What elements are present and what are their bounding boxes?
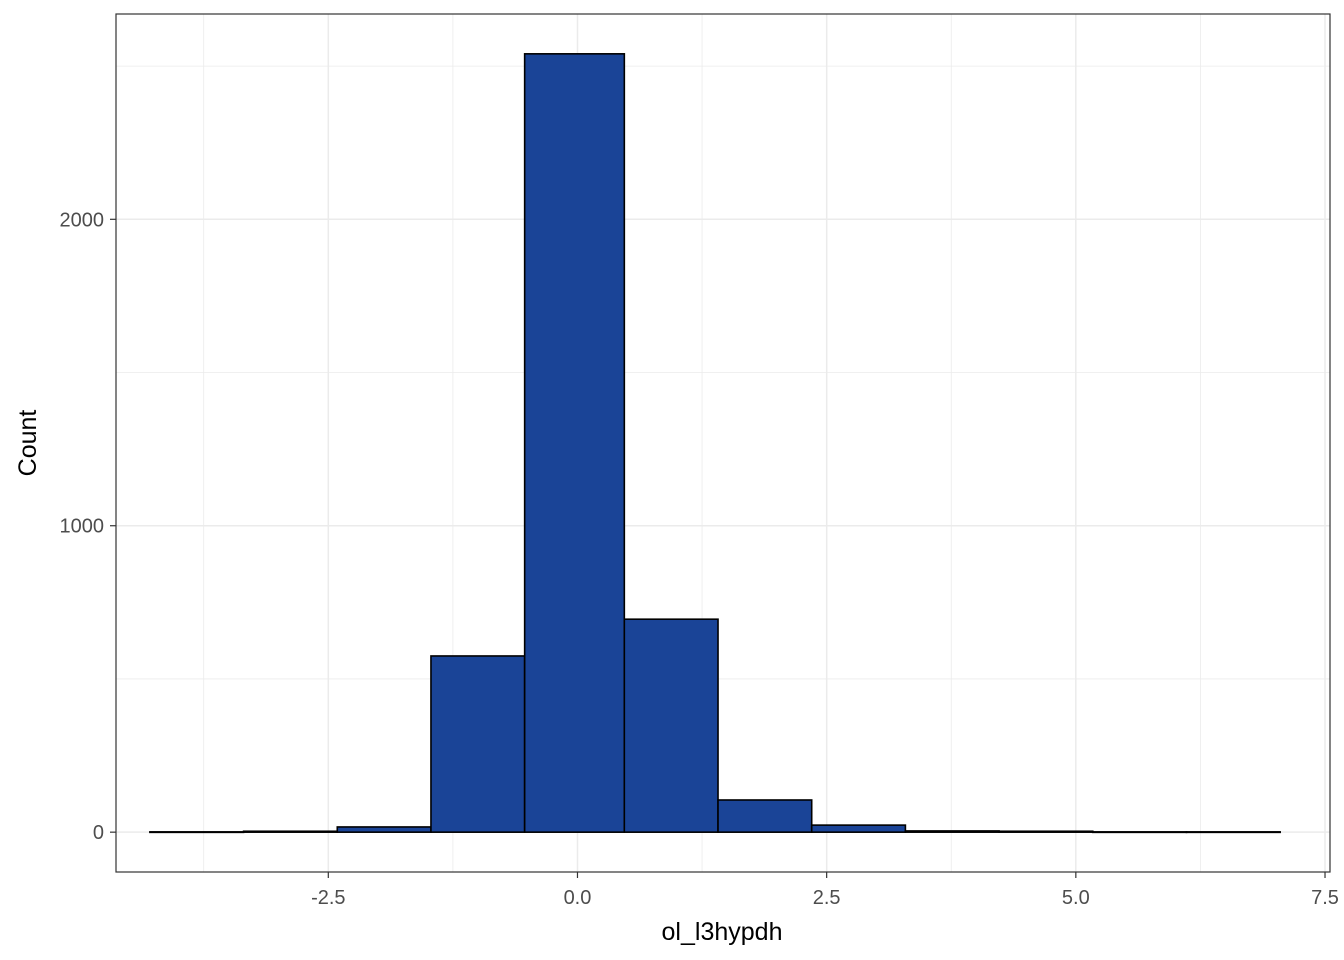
x-tick-label: 7.5 [1311, 887, 1339, 909]
histogram-bar [1185, 831, 1281, 834]
histogram-bar [523, 53, 626, 833]
histogram-bar [242, 830, 339, 833]
x-tick-label: 2.5 [813, 887, 841, 909]
histogram-bar [810, 824, 907, 833]
x-tick-label: 0.0 [564, 887, 592, 909]
histogram-bar [430, 655, 526, 833]
y-tick-label: 2000 [60, 209, 105, 231]
y-tick-label: 1000 [60, 516, 105, 538]
y-axis-title: Count [14, 410, 42, 477]
histogram-bar [717, 799, 813, 833]
x-axis-title: ol_l3hypdh [662, 918, 783, 946]
x-tick-label: -2.5 [311, 887, 345, 909]
minor-gridlines [116, 14, 1330, 872]
histogram-bar [149, 831, 245, 834]
x-axis: -2.5 0.0 2.5 5.0 7.5 [311, 872, 1339, 909]
histogram-bar [998, 830, 1094, 833]
y-tick-label: 0 [93, 822, 104, 844]
histogram-bars [149, 53, 1281, 834]
histogram-bar [904, 830, 1000, 833]
x-tick-label: 5.0 [1062, 887, 1090, 909]
histogram-bar [336, 826, 432, 833]
histogram-bar [623, 618, 719, 833]
y-axis: 0 1000 2000 [60, 209, 116, 844]
panel-border [115, 13, 1331, 873]
histogram-bar [1091, 831, 1188, 834]
